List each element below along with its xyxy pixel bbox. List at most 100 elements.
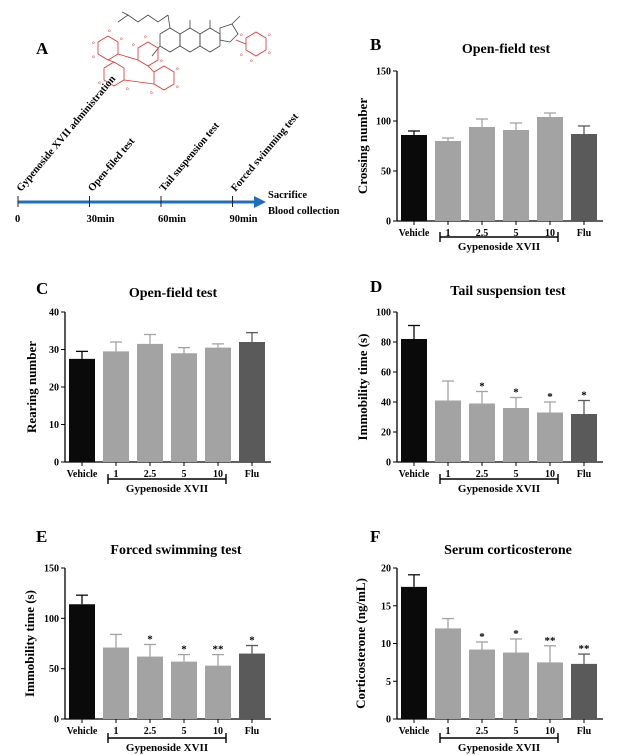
svg-text:o: o — [240, 53, 243, 58]
panel-a: A — [15, 11, 340, 225]
y-tick-label: 100 — [376, 308, 391, 319]
timeline-arrowhead-icon — [254, 196, 266, 208]
svg-text:o: o — [126, 87, 129, 92]
significance-marker: * — [581, 390, 587, 402]
bar — [205, 665, 231, 719]
significance-marker: * — [479, 381, 485, 393]
bar — [469, 127, 495, 221]
x-tick-label: 5 — [182, 726, 187, 737]
svg-text:o: o — [160, 59, 163, 64]
group-label: Gypenoside XVII — [458, 241, 540, 253]
bar — [171, 353, 197, 462]
timeline-event-label: Tail suspension test — [158, 120, 222, 194]
y-tick-label: 0 — [386, 458, 391, 469]
y-tick-label: 40 — [49, 308, 59, 319]
y-axis-label: Immobility time (s) — [22, 590, 37, 697]
y-tick-label: 80 — [381, 338, 391, 349]
timeline-tick-label: 60min — [158, 214, 186, 225]
panel-b-chart: B Open-field test 0 50 100 150 Crossing number… — [355, 35, 603, 253]
significance-marker: * — [147, 634, 153, 646]
significance-marker: * — [181, 644, 187, 656]
group-label: Gypenoside XVII — [126, 483, 208, 495]
timeline-end-label: Blood collection — [268, 206, 340, 217]
bar — [435, 628, 461, 719]
group-bracket — [439, 733, 559, 743]
x-tick-label: 1 — [114, 726, 119, 737]
x-tick-label: Vehicle — [67, 726, 98, 737]
x-tick-label: 2.5 — [476, 469, 489, 480]
bar — [435, 141, 461, 221]
svg-text:o: o — [120, 37, 123, 42]
bar — [401, 586, 427, 719]
svg-text:o: o — [150, 91, 153, 96]
y-tick-label: 50 — [381, 167, 391, 178]
bar — [571, 134, 597, 221]
bar — [435, 400, 461, 462]
y-tick-label: 0 — [386, 715, 391, 726]
significance-marker: ** — [545, 635, 557, 647]
significance-marker: * — [479, 631, 485, 643]
panel-d-chart: D Tail suspension test 0 20 40 60 80 100 Immobil… — [355, 277, 603, 495]
group-bracket — [107, 474, 227, 484]
y-tick-label: 30 — [49, 345, 59, 356]
svg-text:o: o — [98, 81, 101, 86]
group-label: Gypenoside XVII — [126, 742, 208, 754]
y-tick-label: 5 — [386, 677, 391, 688]
group-label: Gypenoside XVII — [458, 483, 540, 495]
x-tick-label: Flu — [577, 726, 592, 737]
x-tick-label: Flu — [245, 469, 260, 480]
x-tick-label: 5 — [514, 726, 519, 737]
timeline-event-label: Open-filed test — [86, 136, 137, 194]
panel-c-chart: C Open-field test 0 10 20 30 40 Rearing number V… — [24, 279, 271, 495]
significance-marker: * — [513, 387, 519, 399]
y-tick-label: 0 — [386, 217, 391, 228]
significance-marker: * — [249, 635, 255, 647]
x-tick-label: Vehicle — [399, 469, 430, 480]
y-tick-label: 150 — [376, 67, 391, 78]
x-tick-label: 1 — [446, 469, 451, 480]
bar — [103, 647, 129, 719]
x-tick-label: 2.5 — [476, 726, 489, 737]
svg-text:o: o — [108, 29, 111, 34]
x-tick-label: Vehicle — [67, 469, 98, 480]
x-tick-label: 5 — [514, 228, 519, 239]
gypenoside-xvii-structure-icon: o o o o o o o o o o o o o o o o o — [92, 11, 271, 96]
bar — [571, 414, 597, 462]
group-bracket — [439, 474, 559, 484]
y-axis-label: Crossing number — [355, 98, 370, 194]
panel-a-label: A — [36, 39, 49, 58]
chart-title: Tail suspension test — [450, 284, 566, 299]
y-tick-label: 10 — [381, 639, 391, 650]
timeline-tick-label: 90min — [230, 214, 258, 225]
panel-label: D — [370, 277, 382, 296]
x-tick-label: 2.5 — [476, 228, 489, 239]
svg-text:o: o — [250, 59, 253, 64]
y-axis-label: Immobility time (s) — [355, 334, 370, 441]
bar — [239, 342, 265, 462]
panel-label: E — [36, 527, 47, 546]
svg-text:o: o — [132, 43, 135, 48]
x-tick-label: 1 — [446, 228, 451, 239]
y-tick-label: 50 — [49, 664, 59, 675]
bar — [537, 117, 563, 221]
bar — [137, 656, 163, 719]
y-tick-label: 100 — [376, 117, 391, 128]
group-bracket — [107, 733, 227, 743]
svg-text:o: o — [92, 41, 95, 46]
y-tick-label: 40 — [381, 398, 391, 409]
x-tick-label: Vehicle — [399, 726, 430, 737]
bar — [469, 649, 495, 719]
timeline-event-label: Forced swimming test — [229, 111, 301, 194]
svg-text:o: o — [176, 85, 179, 90]
y-tick-label: 20 — [381, 564, 391, 575]
y-axis-label: Corticosterone (ng/mL) — [353, 578, 368, 709]
x-tick-label: Flu — [577, 469, 592, 480]
svg-text:o: o — [240, 33, 243, 38]
y-tick-label: 100 — [44, 614, 59, 625]
x-tick-label: Flu — [577, 228, 592, 239]
chart-title: Open-field test — [129, 286, 218, 301]
y-tick-label: 0 — [54, 458, 59, 469]
